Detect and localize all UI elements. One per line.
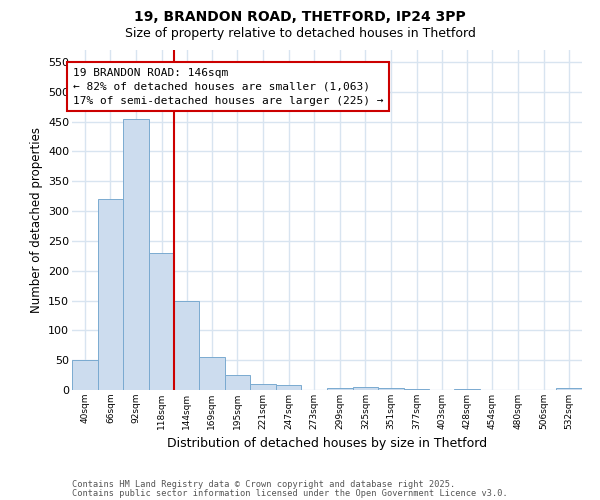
Bar <box>175 300 199 390</box>
Text: Contains HM Land Registry data © Crown copyright and database right 2025.: Contains HM Land Registry data © Crown c… <box>72 480 455 489</box>
Bar <box>250 384 276 390</box>
Bar <box>353 387 378 390</box>
Bar <box>98 199 123 390</box>
Bar <box>224 375 250 390</box>
Bar <box>276 385 301 390</box>
Text: Size of property relative to detached houses in Thetford: Size of property relative to detached ho… <box>125 28 475 40</box>
Bar <box>199 357 224 390</box>
Text: Contains public sector information licensed under the Open Government Licence v3: Contains public sector information licen… <box>72 488 508 498</box>
Bar <box>556 388 582 390</box>
Bar <box>149 253 175 390</box>
Y-axis label: Number of detached properties: Number of detached properties <box>29 127 43 313</box>
Text: 19, BRANDON ROAD, THETFORD, IP24 3PP: 19, BRANDON ROAD, THETFORD, IP24 3PP <box>134 10 466 24</box>
Bar <box>327 388 353 390</box>
Bar <box>72 360 98 390</box>
Bar <box>378 388 404 390</box>
Text: 19 BRANDON ROAD: 146sqm
← 82% of detached houses are smaller (1,063)
17% of semi: 19 BRANDON ROAD: 146sqm ← 82% of detache… <box>73 68 383 106</box>
X-axis label: Distribution of detached houses by size in Thetford: Distribution of detached houses by size … <box>167 438 487 450</box>
Bar <box>123 118 149 390</box>
